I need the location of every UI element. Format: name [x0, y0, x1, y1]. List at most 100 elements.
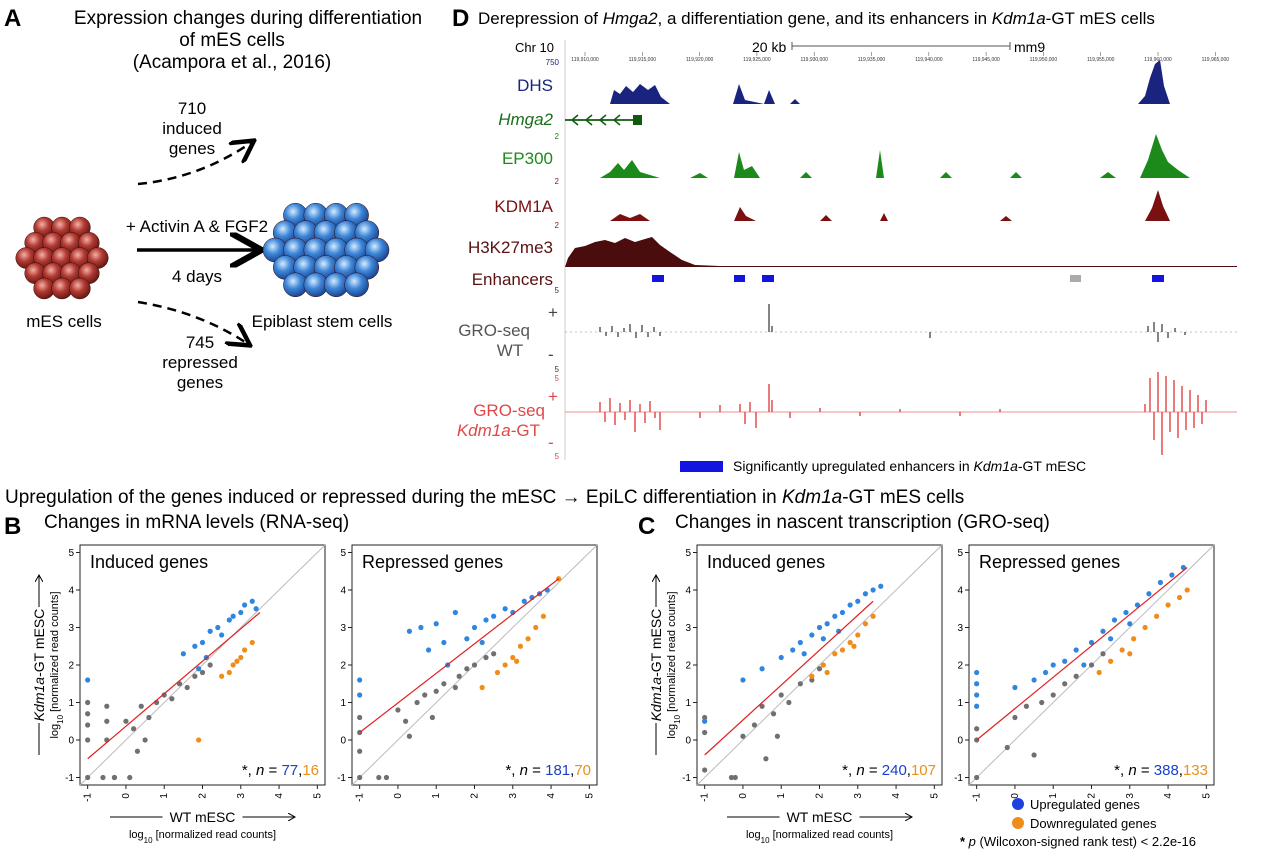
point: [357, 677, 363, 683]
point: [180, 651, 186, 657]
gro-wt-track: [599, 304, 1186, 342]
point: [483, 617, 489, 623]
strand-sign: -: [548, 345, 554, 364]
point: [111, 774, 118, 781]
footnote-part: (Wilcoxon-signed rank test) < 2.2e-16: [976, 834, 1196, 849]
count: 745: [186, 333, 214, 352]
y-tick-label: 5: [685, 548, 691, 559]
point: [502, 606, 508, 612]
point: [790, 647, 796, 653]
point: [759, 666, 765, 672]
legend-swatch: [1012, 817, 1024, 829]
y-tick-label: 4: [68, 586, 74, 597]
annotation: *, n = 240,107: [842, 762, 936, 779]
track-label: WT: [497, 341, 523, 360]
point: [521, 598, 527, 604]
point: [740, 733, 746, 739]
gro-gt-track: [599, 372, 1207, 455]
x-tick-label: 1: [159, 793, 170, 799]
point: [199, 639, 206, 646]
point: [418, 624, 424, 631]
point: [1096, 669, 1102, 676]
point: [85, 774, 91, 781]
annotation: *, n = 181,70: [505, 762, 591, 779]
label-part: 10: [56, 714, 65, 723]
enhancer: [1070, 275, 1081, 282]
annotation-part: n: [856, 762, 864, 779]
point: [441, 639, 447, 646]
point: [1088, 639, 1095, 646]
point: [207, 628, 213, 634]
point: [85, 711, 91, 717]
point: [517, 643, 524, 649]
coordinate-label: 119,945,000: [972, 57, 1000, 63]
y-tick-label: 0: [68, 736, 74, 747]
point: [514, 658, 520, 664]
h3k27me3-track: [565, 237, 1237, 267]
point: [1073, 673, 1079, 679]
n-down: 16: [302, 762, 319, 779]
point: [862, 591, 869, 597]
point: [732, 774, 738, 781]
point: [974, 703, 980, 709]
cell-label: mES cells: [26, 312, 102, 331]
coordinate-label: 119,930,000: [800, 57, 828, 63]
point: [395, 707, 401, 713]
x-tick-label: 2: [470, 793, 481, 799]
label-part: log: [129, 829, 144, 841]
point: [207, 662, 213, 668]
annotation-part: n: [256, 762, 264, 779]
point: [816, 666, 823, 672]
y-tick-label: 1: [957, 698, 963, 709]
track-label: Kdm1a-GT: [457, 421, 540, 440]
point: [376, 774, 382, 781]
arrow: [137, 142, 252, 186]
point: [1012, 684, 1018, 691]
point: [357, 774, 363, 781]
point: [702, 718, 708, 724]
point: [974, 669, 980, 676]
legend-part: Significantly upregulated enhancers in: [733, 458, 974, 474]
point: [184, 684, 190, 691]
point: [219, 673, 225, 679]
point: [242, 602, 248, 608]
point: [786, 699, 792, 706]
legend-label: Upregulated genes: [1030, 797, 1140, 812]
point: [422, 692, 428, 698]
label-part: 10: [761, 836, 770, 845]
y-tick-label: 1: [340, 698, 346, 709]
plot-title: Repressed genes: [979, 552, 1120, 572]
enhancer: [1152, 275, 1164, 282]
panel-a: A Expression changes during differentiat…: [4, 5, 422, 392]
y-tick-label: 2: [957, 661, 963, 672]
panel-title: Derepression of Hmga2, a differentiation…: [478, 9, 1155, 28]
label-part: log: [746, 829, 761, 841]
annotation-part: *,: [505, 762, 519, 779]
chromosome: Chr 10: [515, 40, 554, 55]
y-tick-label: 2: [340, 661, 346, 672]
track-label: EP300: [502, 149, 553, 168]
point: [1100, 651, 1106, 657]
point: [1127, 621, 1133, 627]
x-tick-label: 4: [546, 793, 557, 799]
annotation-part: *,: [842, 762, 856, 779]
annotation: *, n = 77,16: [242, 762, 319, 779]
fit-line: [976, 567, 1188, 741]
y-tick-label: 0: [340, 736, 346, 747]
label-part: [normalized read counts]: [153, 829, 277, 841]
point: [238, 609, 244, 616]
annotation-part: =: [865, 762, 882, 779]
track-scale: 5: [555, 286, 560, 295]
legend-label: Downregulated genes: [1030, 816, 1157, 831]
point: [816, 624, 823, 631]
point: [242, 647, 248, 653]
title-part: Kdm1a: [992, 9, 1046, 28]
fit-line: [359, 578, 560, 733]
point: [357, 714, 363, 721]
identity-line: [696, 544, 943, 786]
point: [820, 662, 826, 668]
point: [429, 714, 435, 721]
point: [797, 639, 803, 646]
x-tick-label: 5: [312, 793, 323, 799]
